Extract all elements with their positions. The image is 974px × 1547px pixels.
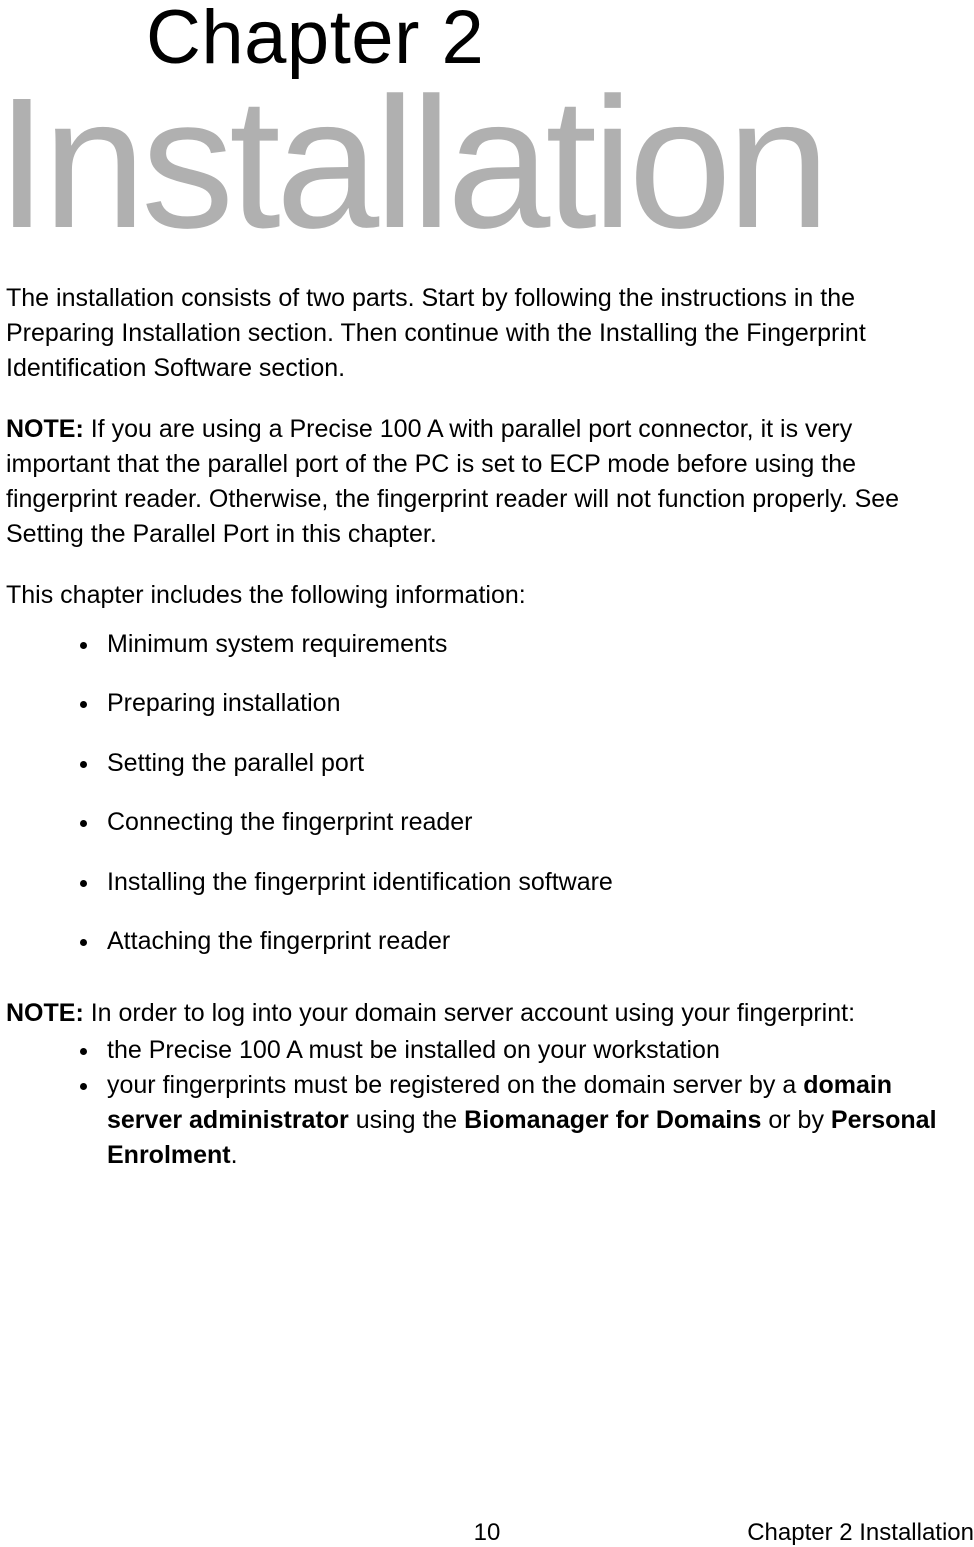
note-1-text: If you are using a Precise 100 A with pa… (6, 415, 899, 548)
list-item: Minimum system requirements (101, 615, 954, 675)
list-item: Setting the parallel port (101, 734, 954, 794)
includes-paragraph: This chapter includes the following info… (6, 578, 954, 613)
note-2-text: In order to log into your domain server … (84, 999, 855, 1027)
note-2-item2-pre: your fingerprints must be registered on … (107, 1071, 803, 1099)
note-2-item2-end: . (231, 1141, 238, 1169)
topics-list: Minimum system requirements Preparing in… (6, 615, 954, 972)
note-2-item2-mid: using the (349, 1106, 464, 1134)
note-2-paragraph: NOTE: In order to log into your domain s… (6, 996, 954, 1031)
note-2-item2-mid2: or by (761, 1106, 830, 1134)
body-content: The installation consists of two parts. … (6, 281, 954, 1173)
note-2-label: NOTE: (6, 999, 84, 1027)
list-item: Connecting the fingerprint reader (101, 793, 954, 853)
note-1-label: NOTE: (6, 415, 84, 443)
intro-paragraph: The installation consists of two parts. … (6, 281, 954, 386)
chapter-title: Installation (0, 76, 954, 253)
note-1-paragraph: NOTE: If you are using a Precise 100 A w… (6, 412, 954, 552)
list-item: Preparing installation (101, 674, 954, 734)
list-item: Attaching the fingerprint reader (101, 912, 954, 972)
list-item: the Precise 100 A must be installed on y… (101, 1033, 954, 1068)
note-2-list: the Precise 100 A must be installed on y… (6, 1033, 954, 1173)
list-item: your fingerprints must be registered on … (101, 1068, 954, 1173)
note-2-item2-bold2: Biomanager for Domains (464, 1106, 761, 1134)
list-item: Installing the fingerprint identificatio… (101, 853, 954, 913)
